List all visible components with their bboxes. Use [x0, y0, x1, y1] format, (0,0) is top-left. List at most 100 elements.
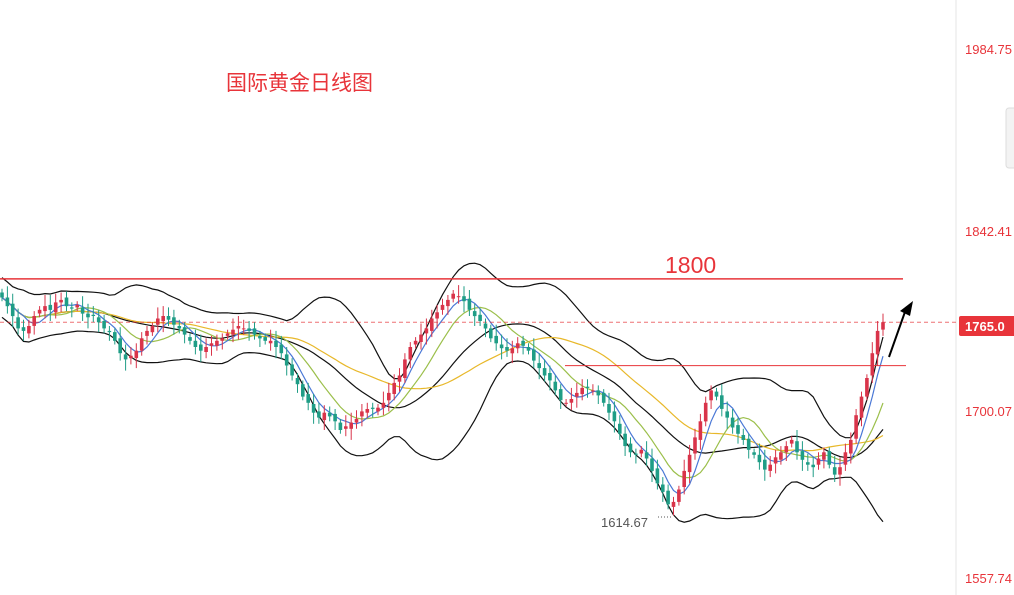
candle-body: [64, 297, 69, 307]
candle-body: [413, 340, 418, 345]
candle-body: [650, 458, 654, 471]
candle-body: [424, 328, 429, 334]
candle-body: [129, 355, 133, 359]
candle-body: [435, 312, 439, 319]
candle-body: [306, 394, 310, 403]
candle-body: [53, 302, 58, 313]
candle-body: [494, 335, 498, 344]
candle-body: [580, 387, 584, 395]
candle-body: [182, 327, 187, 335]
candle-body: [843, 452, 848, 465]
candle-body: [204, 347, 208, 352]
candle-body: [472, 311, 477, 317]
candle-body: [521, 340, 525, 346]
candle-body: [118, 338, 122, 354]
candle-body: [0, 292, 4, 298]
candle-body: [360, 411, 364, 417]
candle-body: [881, 322, 885, 330]
y-tick-label: 1557.74: [965, 571, 1012, 586]
candle-body: [591, 390, 595, 392]
candle-body: [806, 462, 810, 465]
candle-body: [134, 350, 139, 359]
candle-body: [537, 363, 541, 369]
candle-body: [408, 347, 413, 360]
candle-body: [5, 297, 10, 307]
low-price-label: 1614.67: [601, 515, 648, 530]
candle-body: [548, 373, 552, 381]
candle-body: [746, 438, 751, 450]
candle-body: [677, 489, 681, 502]
candle-body: [113, 332, 117, 341]
candle-body: [870, 353, 875, 376]
ma-blue: [1, 297, 884, 495]
candle-body: [209, 343, 214, 346]
current-price-tag: [959, 316, 1014, 336]
candle-body: [80, 307, 85, 314]
candle-body: [542, 368, 547, 376]
candle-body: [123, 354, 128, 360]
candle-body: [564, 402, 568, 404]
candle-body: [301, 384, 305, 397]
bollinger-middle: [1, 297, 884, 459]
candle-body: [166, 316, 171, 320]
candle-body: [231, 329, 235, 335]
current-price-label: 1765.0: [965, 319, 1005, 334]
candle-body: [322, 412, 327, 421]
candle-body: [32, 316, 36, 326]
candle-body: [150, 326, 155, 333]
candle-body: [48, 304, 53, 310]
candle-body: [795, 441, 799, 453]
candle-body: [440, 304, 445, 310]
candle-body: [236, 326, 241, 329]
candle-body: [258, 335, 262, 339]
candle-body: [139, 338, 144, 351]
candle-body: [193, 340, 198, 347]
candle-body: [698, 421, 703, 440]
candle-body: [333, 413, 337, 422]
candle-body: [338, 422, 343, 430]
candle-body: [225, 333, 230, 336]
candle-body: [446, 299, 450, 307]
candle-body: [96, 317, 101, 323]
price-axis-panel-button[interactable]: [1005, 107, 1014, 169]
candle-body: [763, 459, 767, 470]
candle-body: [75, 304, 79, 308]
candle-body: [86, 313, 90, 318]
trend-arrow: [888, 308, 907, 358]
candle-body: [741, 435, 746, 440]
candle-body: [290, 364, 294, 376]
candle-body: [569, 399, 574, 403]
candle-body: [370, 407, 375, 409]
candle-body: [800, 451, 805, 460]
candle-body: [215, 340, 219, 346]
candle-body: [403, 359, 407, 378]
candle-body: [623, 433, 627, 447]
candle-body: [849, 439, 853, 454]
candle-body: [252, 328, 257, 335]
candle-body: [526, 347, 531, 351]
candle-body: [489, 328, 493, 339]
candle-body: [419, 334, 423, 342]
candle-body: [575, 392, 579, 397]
candle-body: [161, 316, 165, 321]
candle-body: [499, 344, 504, 349]
candle-body: [865, 378, 869, 397]
candle-body: [655, 468, 660, 484]
candle-body: [327, 412, 332, 417]
y-tick-label: 1984.75: [965, 42, 1012, 57]
candle-body: [596, 390, 601, 396]
candle-body: [27, 326, 31, 334]
candle-body: [601, 392, 606, 403]
candle-body: [241, 328, 246, 330]
candle-body: [768, 464, 772, 471]
candle-body: [634, 453, 638, 455]
candle-body: [284, 354, 289, 366]
candle-body: [687, 454, 692, 473]
candle-body: [102, 321, 106, 329]
candle-body: [188, 337, 192, 341]
candle-body: [70, 307, 74, 309]
candle-body: [757, 454, 762, 463]
y-tick-label: 1700.07: [965, 404, 1012, 419]
candle-body: [505, 347, 509, 351]
